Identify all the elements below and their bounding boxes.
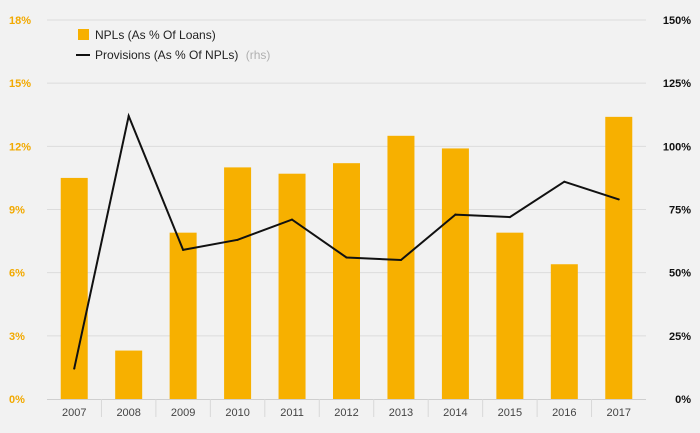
legend-label-provisions: Provisions (As % Of NPLs) (rhs) — [95, 48, 270, 62]
line-point-2008 — [127, 115, 130, 118]
line-point-2010 — [236, 238, 239, 241]
y-right-tick-label: 100% — [663, 141, 691, 153]
y-right-tick-label: 50% — [669, 268, 691, 280]
y-right-tick-label: 150% — [663, 15, 691, 27]
y-left-tick-label: 6% — [9, 268, 25, 280]
bar-2007 — [60, 177, 88, 399]
y-left-tick-label: 15% — [9, 78, 31, 90]
line-point-2017 — [617, 198, 620, 201]
legend-label-rhs: (rhs) — [246, 48, 271, 62]
line-point-2016 — [563, 180, 566, 183]
y-left-tick-label: 12% — [9, 141, 31, 153]
x-tick-label: 2010 — [225, 407, 249, 419]
bar-2015 — [496, 232, 524, 399]
y-right-tick-label: 125% — [663, 78, 691, 90]
bar-2013 — [387, 135, 415, 400]
y-right-tick-label: 75% — [669, 205, 691, 217]
x-tick-label: 2011 — [280, 407, 304, 419]
bar-2014 — [441, 148, 469, 399]
x-tick-label: 2009 — [171, 407, 195, 419]
x-tick-label: 2014 — [443, 407, 467, 419]
line-point-2013 — [399, 259, 402, 262]
legend: NPLs (As % Of Loans) Provisions (As % Of… — [76, 28, 270, 62]
bar-series-npls — [60, 116, 633, 400]
bar-2009 — [169, 232, 197, 399]
line-point-2012 — [345, 256, 348, 259]
y-left-tick-label: 9% — [9, 205, 25, 217]
line-point-2011 — [291, 218, 294, 221]
line-point-2009 — [182, 248, 185, 251]
y-right-tick-label: 25% — [669, 331, 691, 343]
bar-2016 — [550, 264, 578, 399]
x-tick-label: 2015 — [498, 407, 522, 419]
bar-2010 — [224, 167, 252, 399]
line-point-2007 — [73, 367, 76, 370]
y-left-tick-label: 3% — [9, 331, 25, 343]
x-tick-label: 2008 — [116, 407, 140, 419]
bar-2008 — [115, 350, 143, 399]
axes: 0% 0% 3% 25% 6% 50% 9% 75% 12% 100% 15% 125% 18% 150%… — [9, 15, 691, 419]
y-left-tick-label: 18% — [9, 15, 31, 27]
line-point-2014 — [454, 213, 457, 216]
line-series-provisions — [73, 112, 620, 370]
x-tick-label: 2013 — [389, 407, 413, 419]
bar-2017 — [605, 116, 633, 399]
y-left-tick-label: 0% — [9, 394, 25, 406]
legend-swatch-npls — [78, 29, 89, 40]
x-tick-label: 2016 — [552, 407, 576, 419]
x-tick-label: 2012 — [334, 407, 358, 419]
line-point-2015 — [508, 216, 511, 219]
x-tick-label: 2007 — [62, 407, 86, 419]
bar-2012 — [333, 163, 360, 399]
legend-label-npls: NPLs (As % Of Loans) — [95, 28, 216, 42]
bar-2011 — [278, 173, 306, 399]
legend-label-provisions-text: Provisions (As % Of NPLs) — [95, 48, 238, 62]
y-right-tick-label: 0% — [675, 394, 691, 406]
x-tick-label: 2017 — [607, 407, 631, 419]
